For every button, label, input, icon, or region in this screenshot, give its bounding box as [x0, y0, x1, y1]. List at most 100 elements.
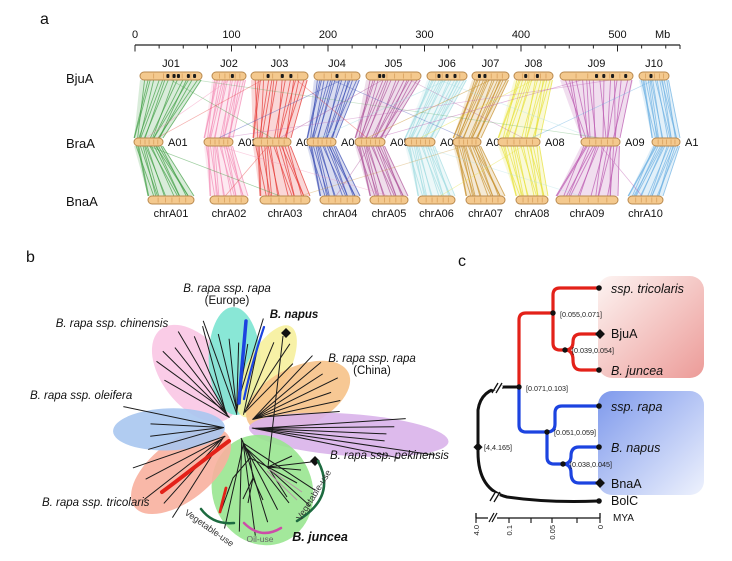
synteny-link [586, 79, 591, 139]
chromosome-mark [382, 74, 386, 78]
phylo-branch [202, 320, 237, 414]
synteny-link [208, 79, 223, 139]
chromosome-label: J06 [438, 58, 456, 70]
synteny-cross-link [335, 145, 371, 197]
phylo-branch [242, 441, 256, 536]
chromosome-bar [497, 137, 541, 147]
chromosome-mark [445, 74, 449, 78]
synteny-link [428, 145, 444, 197]
synteny-cross-link [218, 145, 390, 197]
node-label-root: [4,4.165] [484, 443, 512, 452]
phylo-branch [193, 336, 228, 415]
phylo-branch [202, 325, 227, 413]
tip-label-bjua: BjuA [611, 327, 638, 341]
panel-c-label: c [458, 253, 466, 270]
phylo-branch [252, 373, 323, 420]
synteny-link [662, 145, 680, 197]
synteny-link [434, 79, 467, 139]
synteny-link [452, 79, 478, 139]
synteny-link [536, 145, 544, 197]
synteny-link [282, 145, 295, 197]
chromosome-mark [289, 74, 293, 78]
chromosome-mark [624, 74, 628, 78]
node-label-5: [0.038,0.045] [570, 460, 612, 469]
chromosome-bar [417, 195, 456, 205]
synteny-link [375, 79, 410, 139]
scale-tick-400: 400 [512, 29, 530, 41]
synteny-link [416, 79, 444, 139]
phylo-branch [253, 361, 322, 420]
synteny-link [335, 145, 361, 197]
synteny-link [471, 79, 499, 139]
phylo-branch [164, 379, 230, 418]
chromosome-bar [465, 195, 506, 205]
synteny-link [267, 79, 275, 139]
synteny-link [149, 79, 178, 139]
synteny-link [384, 145, 409, 197]
label-pekinensis: B. rapa ssp. pekinensis [330, 450, 449, 462]
synteny-link [498, 79, 521, 139]
tip-label-juncea: B. juncea [611, 364, 663, 378]
chromosome-mark [172, 74, 176, 78]
chromosome-bar [203, 137, 234, 147]
chromosome-label: chrA08 [515, 208, 550, 220]
branch-break-marks [488, 382, 503, 503]
synteny-link [497, 79, 520, 139]
chromosome-label: J08 [525, 58, 543, 70]
synteny-cross-link [279, 79, 383, 139]
synteny-link [651, 145, 675, 197]
synteny-link [226, 145, 237, 197]
synteny-link [423, 79, 450, 139]
synteny-link [415, 145, 428, 197]
panel-b-label: b [26, 249, 35, 266]
synteny-link [278, 79, 297, 139]
chromosome-label: chrA01 [154, 208, 189, 220]
synteny-link [361, 79, 387, 139]
synteny-link [507, 79, 529, 139]
synteny-link [607, 79, 611, 139]
mb-scale-axis [134, 44, 681, 52]
chromosome-mark [649, 74, 653, 78]
phylo-branch [145, 438, 222, 480]
synteny-link [380, 79, 408, 139]
scale-tick-200: 200 [319, 29, 337, 41]
synteny-link [307, 79, 322, 139]
phylo-branch [217, 333, 237, 409]
synteny-link [470, 79, 493, 139]
chromosome-label: A08 [545, 137, 565, 149]
synteny-link [649, 79, 659, 139]
synteny-link [666, 79, 676, 139]
synteny-link [311, 79, 329, 139]
synteny-link [372, 145, 392, 197]
synteny-link [325, 79, 340, 139]
synteny-link [289, 145, 311, 197]
synteny-link [512, 145, 524, 197]
synteny-ribbon [405, 146, 455, 196]
blue-clade-box [598, 391, 704, 495]
synteny-link [219, 145, 235, 197]
synteny-link [539, 79, 553, 139]
label-juncea: B. juncea [292, 530, 348, 544]
synteny-link [223, 79, 236, 139]
tip-label-rapa: ssp. rapa [611, 400, 662, 414]
chromosome-mark [280, 74, 284, 78]
chromosome-mark [186, 74, 190, 78]
synteny-link [406, 145, 424, 197]
axis-unit-label: MYA [613, 513, 634, 524]
synteny-link [463, 145, 482, 197]
synteny-link [223, 145, 237, 197]
label-rapa-europe-sub: (Europe) [205, 295, 250, 307]
synteny-link [228, 79, 241, 139]
synteny-link [456, 145, 467, 197]
root-branch [476, 385, 600, 503]
chromosome-mark [378, 74, 382, 78]
phylo-branch [150, 427, 223, 437]
phylo-branch [253, 427, 401, 459]
synteny-link [619, 79, 633, 139]
synteny-link [597, 145, 609, 197]
highlight-branch-red-thick [160, 439, 231, 494]
axis-tick-005: 0.05 [548, 525, 557, 540]
chromosome-label: chrA02 [212, 208, 247, 220]
synteny-link [285, 79, 300, 139]
